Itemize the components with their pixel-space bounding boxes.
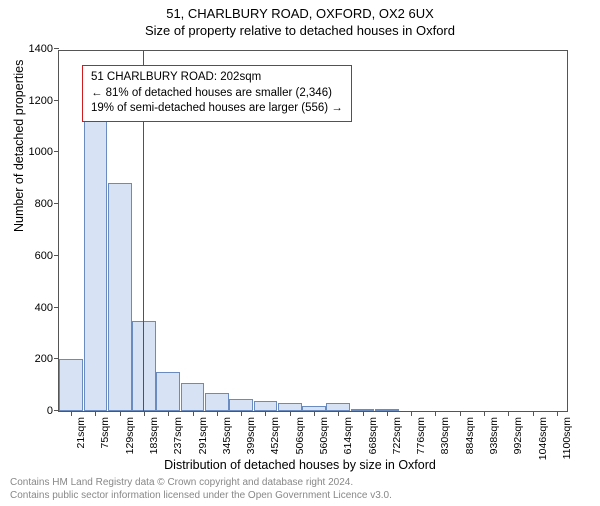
x-tick-label: 75sqm: [99, 417, 111, 449]
x-tick-mark: [71, 411, 72, 416]
histogram-bar: [108, 183, 132, 411]
annotation-line: 51 CHARLBURY ROAD: 202sqm: [91, 70, 343, 86]
footer-line-2: Contains public sector information licen…: [10, 490, 392, 503]
x-tick-mark: [387, 411, 388, 416]
y-tick-label: 600: [35, 250, 59, 262]
x-tick-mark: [411, 411, 412, 416]
x-tick-label: 560sqm: [318, 417, 330, 454]
x-tick-label: 237sqm: [172, 417, 184, 454]
x-tick-mark: [217, 411, 218, 416]
x-tick-mark: [314, 411, 315, 416]
x-tick-label: 992sqm: [512, 417, 524, 454]
x-tick-mark: [120, 411, 121, 416]
annotation-box: 51 CHARLBURY ROAD: 202sqm← 81% of detach…: [82, 65, 352, 122]
histogram-bar: [351, 409, 375, 411]
y-tick-mark: [54, 100, 59, 101]
histogram-bar: [59, 359, 83, 411]
y-tick-mark: [54, 307, 59, 308]
y-tick-label: 1000: [29, 146, 59, 158]
x-tick-mark: [95, 411, 96, 416]
histogram-bar: [278, 403, 302, 411]
x-tick-label: 183sqm: [148, 417, 160, 454]
x-tick-mark: [338, 411, 339, 416]
x-axis-label: Distribution of detached houses by size …: [0, 458, 600, 472]
footer-credits: Contains HM Land Registry data © Crown c…: [10, 477, 392, 502]
x-tick-label: 722sqm: [391, 417, 403, 454]
x-tick-label: 21sqm: [75, 417, 87, 449]
x-tick-label: 668sqm: [367, 417, 379, 454]
x-tick-mark: [168, 411, 169, 416]
histogram-bar: [229, 399, 253, 411]
x-tick-mark: [460, 411, 461, 416]
x-tick-label: 830sqm: [439, 417, 451, 454]
x-tick-mark: [363, 411, 364, 416]
x-tick-mark: [508, 411, 509, 416]
x-tick-label: 884sqm: [464, 417, 476, 454]
y-axis-label: Number of detached properties: [12, 60, 26, 232]
x-tick-mark: [533, 411, 534, 416]
x-tick-mark: [290, 411, 291, 416]
chart-area: 020040060080010001200140021sqm75sqm129sq…: [58, 50, 568, 412]
histogram-bar: [181, 383, 205, 411]
histogram-bar: [326, 403, 350, 411]
x-tick-label: 1100sqm: [561, 417, 573, 459]
histogram-bar: [254, 401, 278, 411]
histogram-bar: [302, 406, 326, 411]
title-line-1: 51, CHARLBURY ROAD, OXFORD, OX2 6UX: [0, 6, 600, 21]
y-tick-label: 800: [35, 198, 59, 210]
x-tick-label: 1046sqm: [537, 417, 549, 460]
x-tick-label: 614sqm: [342, 417, 354, 454]
y-tick-label: 200: [35, 353, 59, 365]
x-tick-label: 291sqm: [197, 417, 209, 454]
x-tick-label: 345sqm: [221, 417, 233, 454]
annotation-line: 19% of semi-detached houses are larger (…: [91, 101, 343, 117]
x-tick-mark: [435, 411, 436, 416]
plot-area: 020040060080010001200140021sqm75sqm129sq…: [58, 50, 568, 412]
histogram-bar: [375, 409, 399, 411]
footer-line-1: Contains HM Land Registry data © Crown c…: [10, 477, 392, 490]
x-tick-label: 129sqm: [124, 417, 136, 454]
x-tick-mark: [557, 411, 558, 416]
y-tick-mark: [54, 255, 59, 256]
x-tick-label: 938sqm: [488, 417, 500, 454]
x-tick-mark: [241, 411, 242, 416]
x-tick-mark: [193, 411, 194, 416]
y-tick-label: 0: [47, 405, 59, 417]
x-tick-mark: [265, 411, 266, 416]
y-tick-mark: [54, 151, 59, 152]
y-tick-mark: [54, 203, 59, 204]
histogram-bar: [84, 121, 108, 411]
y-tick-mark: [54, 48, 59, 49]
histogram-bar: [156, 372, 180, 411]
histogram-bar: [205, 393, 229, 411]
x-tick-label: 399sqm: [245, 417, 257, 454]
title-line-2: Size of property relative to detached ho…: [0, 23, 600, 38]
x-tick-label: 452sqm: [269, 417, 281, 454]
y-tick-label: 1400: [29, 43, 59, 55]
annotation-line: ← 81% of detached houses are smaller (2,…: [91, 86, 343, 102]
y-tick-label: 1200: [29, 95, 59, 107]
x-tick-mark: [484, 411, 485, 416]
x-tick-label: 776sqm: [415, 417, 427, 454]
x-tick-label: 506sqm: [294, 417, 306, 454]
y-tick-label: 400: [35, 302, 59, 314]
x-tick-mark: [144, 411, 145, 416]
